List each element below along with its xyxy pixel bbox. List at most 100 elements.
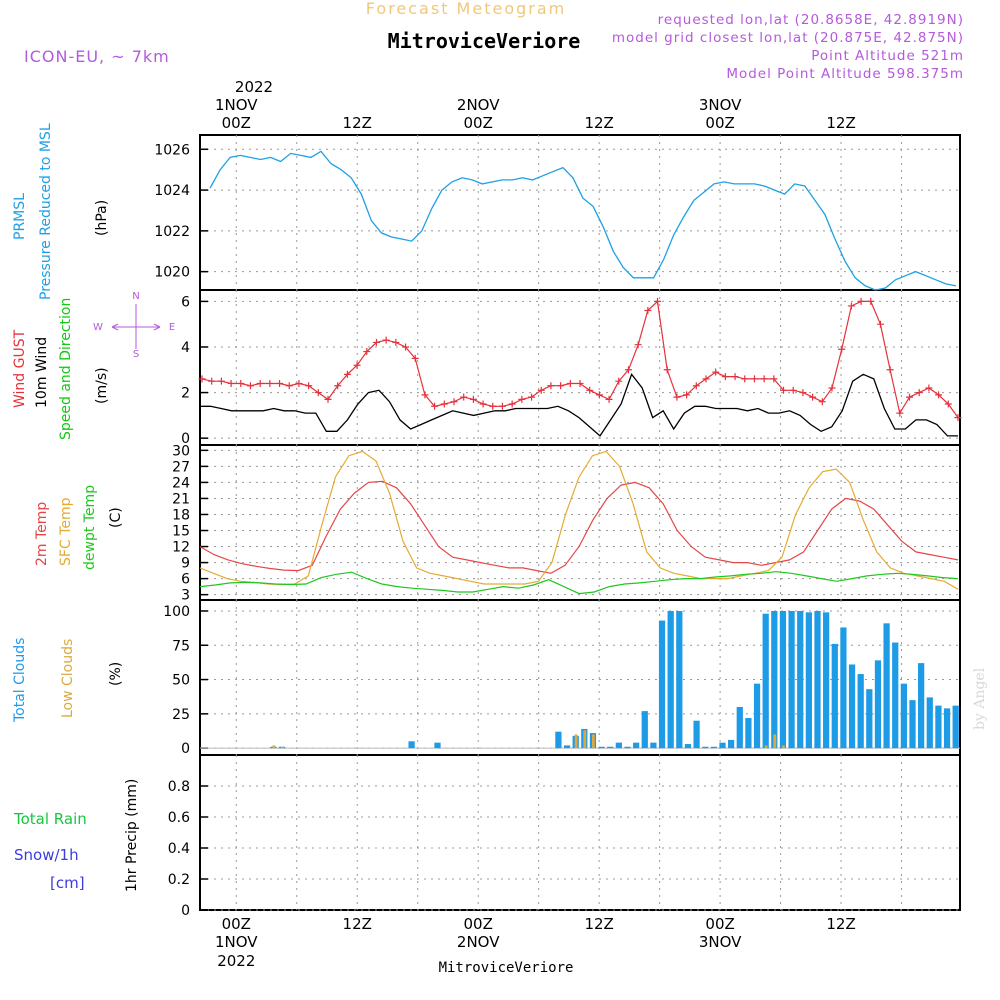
total-cloud-bar [624,746,631,749]
gust-marker [886,366,894,374]
top-tick-day: 2NOV [457,96,500,114]
gust-marker [353,361,361,369]
top-tick-hour: 00Z [705,114,734,132]
gust-marker [644,307,652,315]
watermark: by Angel [972,667,988,730]
y-tick-label: 2 [181,386,190,402]
total-cloud-bar [900,683,907,749]
total-cloud-bar [848,664,856,749]
total-cloud-bar [857,674,864,749]
wind-dir-label: Speed and Direction [58,298,74,440]
y-tick-label: 0.4 [168,841,190,857]
model-label: ICON-EU, ~ 7km [24,47,170,66]
precip-snow-unit: [cm] [50,874,85,892]
cloud-unit: (%) [108,662,124,686]
total-cloud-bar [408,741,415,749]
gust-marker [654,297,662,305]
gust-marker [537,386,545,394]
total-cloud-bar [434,742,441,749]
gust-marker [702,375,710,383]
total-cloud-bar [728,739,735,749]
footer-title: MitroviceVeriore [439,960,574,976]
y-tick-label: 0 [181,431,190,447]
gust-marker [809,393,817,401]
gust-marker [208,377,216,385]
top-tick-hour: 12Z [584,114,613,132]
bottom-tick-day: 1NOV [215,933,258,951]
y-tick-label: 12 [172,540,190,556]
total-cloud-bar [771,610,778,749]
total-cloud-bar [658,620,666,749]
gust-marker [489,402,497,410]
gust-marker [954,414,962,422]
y-tick-label: 0.2 [168,872,190,888]
gust-marker [469,395,477,403]
compass-s: S [133,349,139,360]
precip-unit: 1hr Precip (mm) [124,779,140,892]
gust-marker [314,389,322,397]
temp-dew-label: dewpt Temp [82,485,98,570]
gust-marker [624,366,632,374]
temp-sfc-line [199,450,959,590]
gust-marker [431,402,439,410]
gust-marker [944,400,952,408]
low-cloud-bar [583,730,587,749]
gust-marker [692,382,700,390]
y-tick-label: 21 [172,491,190,507]
gust-marker [460,393,468,401]
gust-marker [634,341,642,349]
gust-marker [935,391,943,399]
y-tick-label: 6 [181,294,190,310]
y-tick-label: 0 [181,903,190,919]
chart-title: MitroviceVeriore [388,29,581,53]
gust-marker [508,400,516,408]
total-cloud-bar [650,742,657,749]
total-cloud-bar [788,610,795,749]
gust-marker [557,382,565,390]
bottom-tick-hour: 12Z [826,915,855,933]
gust-marker [799,389,807,397]
pressure-unit: (hPa) [94,200,110,236]
y-tick-label: 1024 [154,183,190,199]
y-tick-label: 75 [172,638,190,654]
total-cloud-bar [926,697,933,749]
gust-marker [343,370,351,378]
total-cloud-bar [909,700,916,749]
total-cloud-bar [762,613,769,749]
total-cloud-bar [641,711,648,749]
chart-subtitle: Forecast Meteogram [366,0,566,18]
precip-rain-label: Total Rain [13,810,87,828]
model-altitude: Model Point Altitude 598.375m [726,66,964,82]
gust-marker [363,348,371,356]
gust-marker [906,393,914,401]
gust-marker [915,389,923,397]
gust-marker [256,379,264,387]
gridlines [200,135,960,911]
gust-marker [838,345,846,353]
low-cloud-bar [272,745,276,749]
gust-marker [266,379,274,387]
bottom-tick-hour: 00Z [705,915,734,933]
total-cloud-bar [883,623,890,749]
total-cloud-bar [831,643,838,749]
total-cloud-bar [676,610,683,749]
point-altitude: Point Altitude 521m [811,48,964,64]
wind-series [198,297,962,437]
y-tick-label: 6 [181,572,190,588]
gust-marker [615,377,623,385]
total-cloud-bar [866,689,873,749]
bottom-tick-year: 2022 [217,952,255,970]
gust-marker [586,386,594,394]
total-cloud-bar [797,610,804,749]
gust-marker [237,379,245,387]
low-cloud-bar [781,745,785,749]
gust-marker [566,379,574,387]
total-cloud-bar [702,746,709,749]
pressure-panel [199,134,961,291]
wind-line [200,372,958,437]
gust-marker [673,393,681,401]
total-cloud-bar [615,742,622,749]
gust-marker [683,391,691,399]
y-tick-label: 0.6 [168,810,190,826]
